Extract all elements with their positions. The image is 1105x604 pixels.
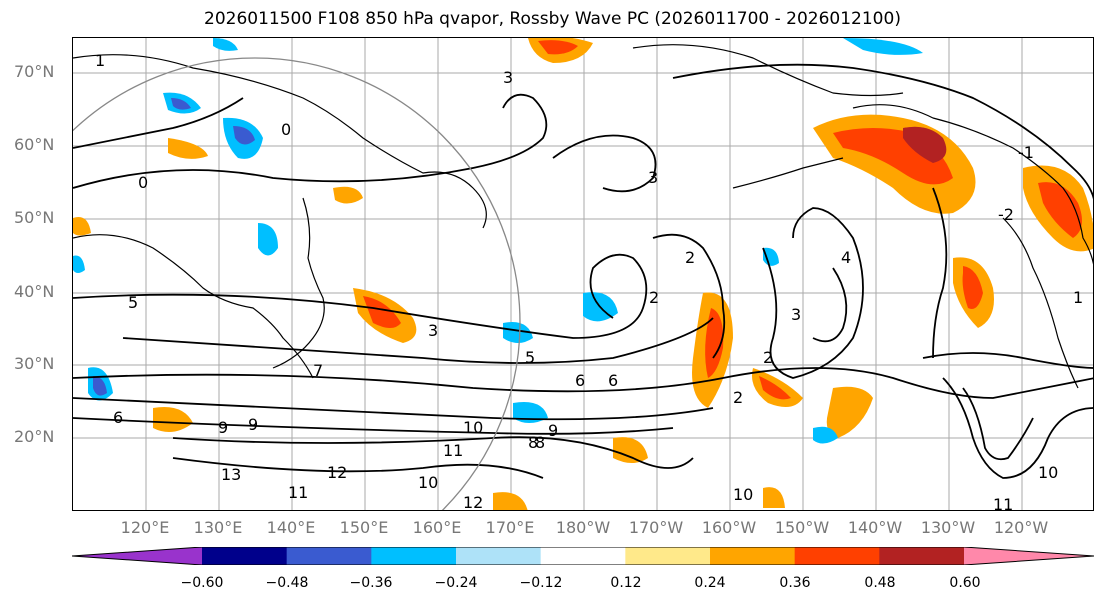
contour-label: 3 (648, 168, 658, 187)
lon-label: 130°W (920, 518, 976, 537)
contour-label: 3 (791, 305, 801, 324)
colorbar-extend-low (72, 547, 202, 565)
lon-label: 130°E (193, 518, 243, 537)
lon-label: 160°W (701, 518, 757, 537)
projection-circle (73, 57, 521, 510)
colorbar (72, 547, 1094, 565)
lon-label: 170°E (485, 518, 535, 537)
contour-label: 6 (113, 408, 123, 427)
contour-lines (73, 63, 1093, 479)
contour-label: 10 (463, 418, 483, 437)
contour-label: 11 (288, 483, 308, 502)
colorbar-extend-high (964, 547, 1094, 565)
lat-label: 40°N (14, 282, 55, 301)
lat-label: 60°N (14, 135, 55, 154)
contour-label: 1 (1073, 288, 1083, 307)
colorbar-segment (710, 547, 796, 565)
contour-label: 5 (128, 293, 138, 312)
lon-label: 120°E (120, 518, 170, 537)
colorbar-segment (202, 547, 288, 565)
contour-label: 10 (733, 485, 753, 504)
contour-label: 9 (218, 418, 228, 437)
contour-label: 8 (535, 433, 545, 452)
contour-label: 2 (733, 388, 743, 407)
contour-label: 10 (418, 473, 438, 492)
contour-label: 12 (327, 463, 347, 482)
colorbar-tick: −0.48 (265, 575, 309, 591)
colorbar-tick: −0.24 (434, 575, 478, 591)
lon-label: 150°E (339, 518, 389, 537)
colorbar-tick: 0.12 (610, 575, 642, 591)
contour-label-group: 1 3 3 2 2 4 3 2 5 6 6 7 8 9 9 10 10 10 1… (95, 51, 1083, 511)
colorbar-segment (456, 547, 542, 565)
lon-label: 120°W (993, 518, 1049, 537)
lon-label: 150°W (774, 518, 830, 537)
colorbar-segments (202, 547, 965, 565)
colorbar-tick: 0.36 (779, 575, 811, 591)
colorbar-tick: 0.60 (949, 575, 981, 591)
colorbar-tick: −0.12 (519, 575, 563, 591)
contour-label: 1 (95, 51, 105, 70)
colorbar-tick: 0.48 (864, 575, 896, 591)
lon-label: 140°W (847, 518, 903, 537)
colorbar-tick: −0.60 (180, 575, 224, 591)
contour-label: 13 (221, 465, 241, 484)
map-canvas: 1 3 3 2 2 4 3 2 5 6 6 7 8 9 9 10 10 10 1… (73, 38, 1093, 511)
lat-label: 30°N (14, 354, 55, 373)
contour-label: -1 (1018, 143, 1034, 162)
contour-label: 2 (685, 248, 695, 267)
coastlines (73, 44, 1093, 389)
lat-label: 50°N (14, 208, 55, 227)
contour-label: 9 (248, 415, 258, 434)
colorbar-segment (625, 547, 711, 565)
colorbar-segment (794, 547, 880, 565)
contour-label: 6 (575, 371, 585, 390)
colorbar-segment (371, 547, 457, 565)
contour-label: 11 (443, 441, 463, 460)
contour-label: 3 (503, 68, 513, 87)
contour-label: 2 (649, 288, 659, 307)
contour-label: 8 (528, 433, 538, 452)
colorbar-segment (540, 547, 626, 565)
lat-label: 70°N (14, 62, 55, 81)
graticule (73, 38, 1093, 510)
contour-label: 0 (281, 120, 291, 139)
contour-label: 3 (428, 321, 438, 340)
lon-label: 170°W (628, 518, 684, 537)
colorbar-segment (879, 547, 965, 565)
colorbar-tick: −0.36 (349, 575, 393, 591)
contour-label: 12 (463, 493, 483, 511)
contour-label: 0 (138, 173, 148, 192)
map-title: 2026011500 F108 850 hPa qvapor, Rossby W… (204, 9, 901, 29)
map-panel: 1 3 3 2 2 4 3 2 5 6 6 7 8 9 9 10 10 10 1… (72, 37, 1094, 511)
colorbar-tick: 0.24 (694, 575, 726, 591)
contour-label: 7 (313, 361, 323, 380)
contour-label: 6 (608, 371, 618, 390)
contour-label: 11 (993, 495, 1013, 511)
contour-label: 10 (1038, 463, 1058, 482)
contour-label: 9 (548, 421, 558, 440)
lon-label: 160°E (412, 518, 462, 537)
contour-label: -2 (998, 205, 1014, 224)
lat-label: 20°N (14, 427, 55, 446)
contour-label: 4 (841, 248, 851, 267)
contour-label: 5 (525, 348, 535, 367)
lon-label: 140°E (266, 518, 316, 537)
colorbar-segment (286, 547, 372, 565)
contour-label: 2 (763, 348, 773, 367)
lon-label: 180°W (555, 518, 611, 537)
